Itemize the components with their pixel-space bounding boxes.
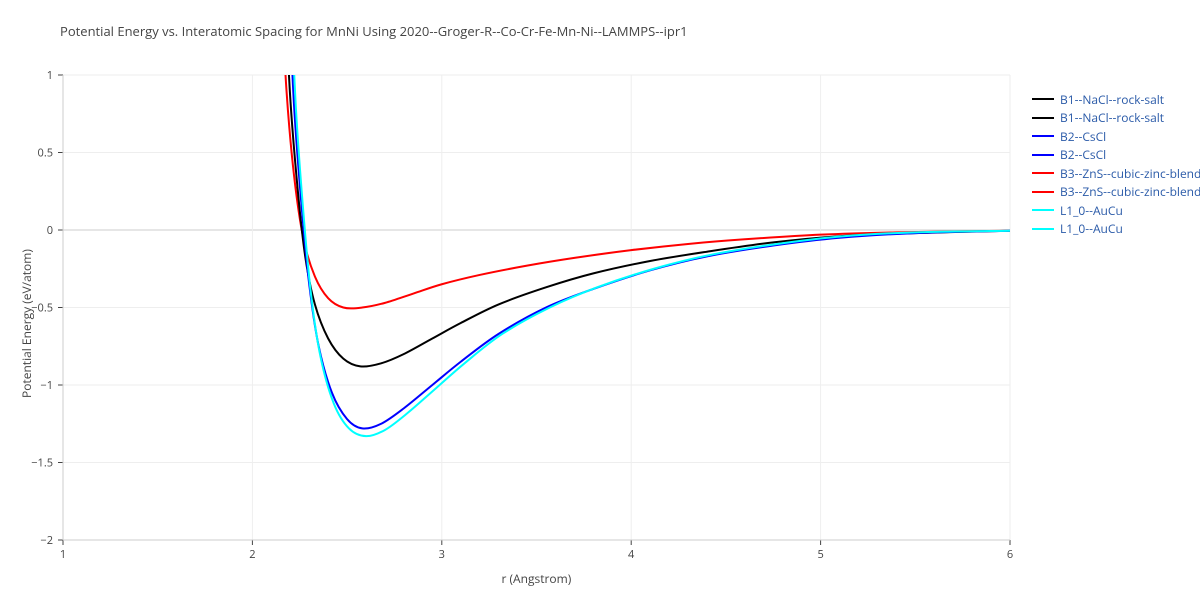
- legend-item[interactable]: B2--CsCl: [1032, 146, 1200, 165]
- x-tick-label: 6: [1007, 547, 1013, 562]
- legend[interactable]: B1--NaCl--rock-saltB1--NaCl--rock-salt B2…: [1032, 90, 1200, 238]
- x-tick-label: 5: [817, 547, 823, 562]
- legend-label: B3--ZnS--cubic-zinc-blende: [1060, 165, 1200, 182]
- y-tick-label: 1: [47, 68, 53, 83]
- legend-swatch: [1032, 172, 1054, 174]
- legend-label: B2--CsCl: [1060, 128, 1106, 145]
- series-B2--CsCl[interactable]: [288, 0, 1010, 429]
- series-B1--NaCl--rock-salt[interactable]: [285, 0, 1010, 367]
- legend-swatch: [1032, 154, 1054, 156]
- legend-item[interactable]: B3--ZnS--cubic-zinc-blende: [1032, 183, 1200, 202]
- legend-item[interactable]: B1--NaCl--rock-salt: [1032, 90, 1200, 109]
- legend-swatch: [1032, 209, 1054, 211]
- y-tick-label: 0: [47, 223, 53, 238]
- potential-energy-chart[interactable]: −2 −1.5 −1 −0.5 0 0.5 1 1 2 3 4 5 6: [0, 0, 1200, 600]
- x-tick-label: 4: [628, 547, 635, 562]
- legend-label: B1--NaCl--rock-salt: [1060, 109, 1164, 126]
- legend-label: L1_0--AuCu: [1060, 220, 1123, 237]
- legend-label: L1_0--AuCu: [1060, 202, 1123, 219]
- legend-swatch: [1032, 135, 1054, 137]
- y-tick-label: −1.5: [31, 456, 53, 471]
- legend-item[interactable]: B2--CsCl: [1032, 127, 1200, 146]
- legend-swatch: [1032, 98, 1054, 100]
- y-tick-label: 0.5: [38, 146, 53, 161]
- legend-label: B2--CsCl: [1060, 146, 1106, 163]
- legend-item[interactable]: L1_0--AuCu: [1032, 201, 1200, 220]
- legend-item[interactable]: B3--ZnS--cubic-zinc-blende: [1032, 164, 1200, 183]
- legend-label: B1--NaCl--rock-salt: [1060, 91, 1164, 108]
- legend-item[interactable]: B1--NaCl--rock-salt: [1032, 109, 1200, 128]
- legend-item[interactable]: L1_0--AuCu: [1032, 220, 1200, 239]
- legend-swatch: [1032, 117, 1054, 119]
- y-tick-label: −2: [40, 533, 53, 548]
- legend-swatch: [1032, 191, 1054, 193]
- x-tick-label: 1: [60, 547, 66, 562]
- legend-swatch: [1032, 228, 1054, 230]
- y-tick-label: −1: [40, 378, 53, 393]
- x-tick-label: 2: [249, 547, 255, 562]
- legend-label: B3--ZnS--cubic-zinc-blende: [1060, 183, 1200, 200]
- x-tick-label: 3: [439, 547, 445, 562]
- series-L1_0--AuCu[interactable]: [290, 0, 1010, 436]
- y-tick-label: −0.5: [31, 301, 53, 316]
